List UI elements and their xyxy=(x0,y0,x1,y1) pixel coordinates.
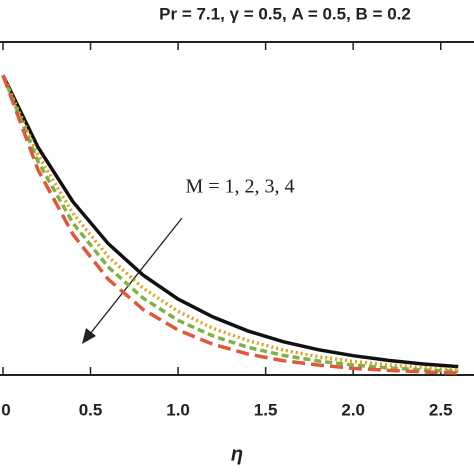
x-axis-label: η xyxy=(231,443,243,465)
x-tick-label: 1.5 xyxy=(254,400,278,419)
annotation: M = 1, 2, 3, 4 xyxy=(185,176,294,198)
x-tick-label: 0.5 xyxy=(79,400,103,419)
x-tick-label: 1.0 xyxy=(166,400,190,419)
arrow-head xyxy=(82,328,96,344)
x-tick-label: 2.0 xyxy=(341,400,365,419)
series-line xyxy=(1,74,459,374)
series-line xyxy=(1,74,459,369)
chart-title: Pr = 7.1, γ = 0.5, A = 0.5, B = 0.2 xyxy=(159,4,411,23)
series-line xyxy=(1,74,459,375)
x-tick-label: 2.5 xyxy=(429,400,453,419)
arrow xyxy=(89,217,183,335)
x-tick-label: 0 xyxy=(1,400,10,419)
